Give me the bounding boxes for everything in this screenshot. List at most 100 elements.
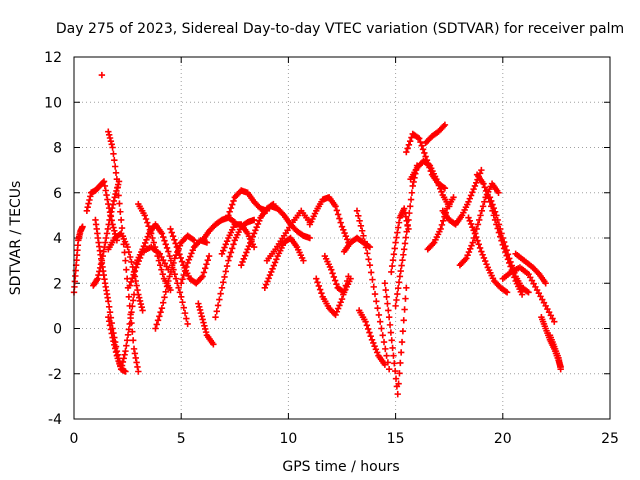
data-point — [364, 325, 372, 333]
data-point — [465, 248, 473, 256]
data-point — [497, 225, 504, 233]
series-arc-01 — [70, 223, 86, 296]
data-point — [143, 236, 150, 244]
data-point — [108, 204, 116, 212]
data-point — [126, 253, 134, 261]
data-point — [172, 240, 179, 247]
data-point — [129, 275, 136, 282]
data-point — [365, 256, 372, 263]
data-point — [249, 233, 257, 240]
data-point — [402, 295, 409, 302]
data-point — [117, 366, 125, 373]
data-point — [387, 329, 395, 336]
data-point — [271, 259, 279, 266]
data-point — [135, 368, 142, 375]
data-point — [467, 192, 475, 199]
data-point — [108, 208, 115, 215]
data-point — [476, 244, 484, 252]
data-point — [396, 273, 404, 280]
data-point — [103, 191, 110, 199]
data-point — [479, 251, 486, 258]
data-point — [179, 299, 186, 306]
data-point — [394, 390, 401, 398]
data-point — [475, 241, 482, 248]
data-point — [212, 313, 219, 321]
data-point — [524, 288, 531, 295]
data-point — [197, 309, 205, 317]
data-point — [468, 242, 475, 249]
data-point — [131, 267, 139, 275]
data-point — [495, 221, 503, 228]
data-point — [102, 239, 109, 246]
data-point — [397, 267, 404, 275]
data-point — [239, 258, 246, 266]
data-point — [400, 205, 408, 212]
data-point — [481, 198, 488, 205]
data-point — [124, 331, 132, 339]
data-point — [474, 221, 482, 228]
data-point — [370, 283, 377, 291]
data-point — [118, 362, 126, 369]
data-point — [156, 261, 164, 269]
data-point — [221, 273, 228, 281]
data-point — [225, 212, 232, 219]
data-point — [368, 336, 376, 344]
data-point — [183, 263, 190, 271]
data-point — [214, 302, 222, 309]
data-point — [338, 223, 346, 230]
data-point — [173, 243, 181, 251]
data-point — [189, 236, 196, 243]
data-point — [248, 236, 255, 244]
data-point — [119, 358, 127, 366]
data-point — [188, 250, 195, 257]
data-point — [465, 214, 472, 221]
data-point — [156, 313, 163, 320]
y-tick-label: 0 — [53, 322, 62, 338]
data-point — [503, 247, 510, 254]
data-point — [407, 196, 415, 203]
data-point — [465, 198, 472, 205]
data-point — [399, 328, 407, 335]
data-point — [333, 308, 341, 315]
data-point — [150, 239, 157, 246]
data-point — [135, 294, 143, 301]
data-point — [356, 217, 363, 225]
data-point — [434, 179, 441, 186]
data-point — [229, 201, 236, 208]
data-point — [202, 328, 210, 336]
data-point — [478, 166, 485, 174]
data-point — [330, 273, 338, 281]
data-point — [250, 243, 258, 251]
data-point — [101, 182, 109, 190]
data-point — [441, 121, 449, 129]
data-point — [105, 221, 112, 228]
data-point — [337, 219, 344, 226]
data-point — [480, 180, 487, 187]
data-point — [225, 257, 232, 264]
data-point — [382, 286, 389, 294]
data-point — [201, 322, 208, 329]
data-point — [102, 234, 110, 242]
data-point — [328, 266, 335, 273]
data-point — [221, 244, 228, 251]
data-point — [470, 227, 477, 234]
y-tick-label: 8 — [53, 141, 62, 157]
data-point — [204, 256, 211, 264]
data-point — [168, 229, 175, 236]
data-point — [398, 338, 406, 346]
data-point — [196, 306, 204, 314]
data-point — [506, 255, 513, 262]
data-point — [129, 297, 137, 304]
data-point — [185, 256, 193, 263]
data-point — [146, 226, 154, 234]
data-point — [380, 338, 388, 346]
y-tick-label: -2 — [48, 367, 62, 383]
data-point — [306, 234, 314, 242]
data-point — [141, 239, 149, 247]
data-point — [139, 307, 146, 314]
data-point — [394, 285, 402, 292]
y-tick-labels: -4 -2 0 2 4 6 8 10 12 — [44, 50, 62, 428]
data-point — [167, 268, 175, 276]
data-point — [400, 317, 407, 324]
data-point — [129, 328, 136, 335]
